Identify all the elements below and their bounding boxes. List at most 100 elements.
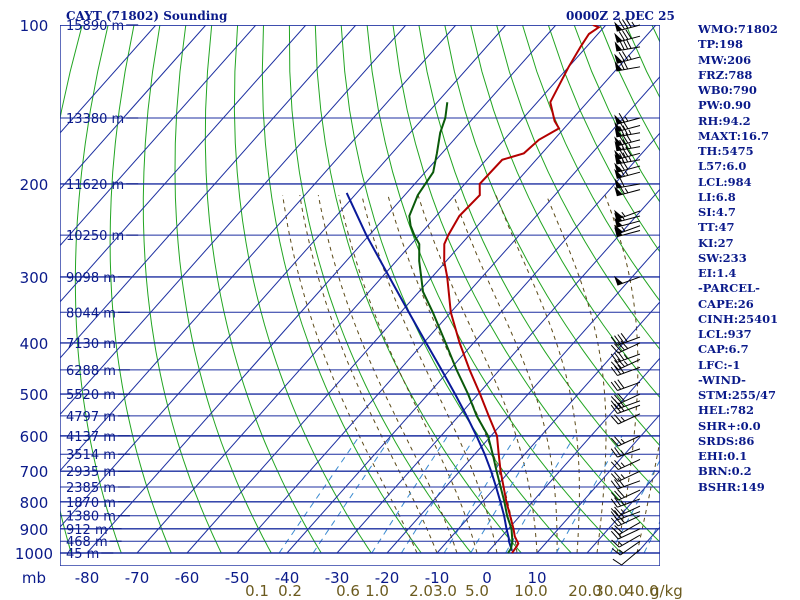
height-label: 9098 m	[66, 271, 116, 286]
wind-barb-feather	[617, 341, 625, 351]
wind-barb-half-feather	[621, 211, 626, 217]
index-item: FRZ:788	[698, 67, 753, 82]
wind-barb-staff	[618, 521, 641, 535]
wind-barb-pennant	[614, 127, 623, 137]
wind-barb-feather	[614, 516, 622, 525]
wind-barb-feather	[622, 139, 629, 150]
height-label: 11620 m	[66, 178, 124, 193]
sounding-profiles	[345, 25, 601, 554]
index-item: TP:198	[698, 37, 744, 52]
wind-barb-feather	[611, 539, 620, 548]
wind-barb	[610, 333, 641, 346]
wind-barb	[610, 379, 641, 391]
index-item: CINH:25401	[698, 311, 779, 326]
wind-barb-feather	[625, 133, 632, 143]
wind-barb-staff	[617, 366, 641, 376]
wind-barb-pennant	[614, 209, 624, 220]
index-item: LI:6.8	[698, 189, 736, 204]
wind-barb-feather	[621, 133, 629, 144]
mixing-ratio-label: 0.2	[278, 582, 302, 600]
index-item: SW:233	[698, 250, 747, 265]
wind-barb-staff	[617, 342, 641, 354]
valid-time: 0000Z 2 DEC 25	[566, 9, 675, 23]
wind-barb-feather	[614, 359, 622, 369]
wind-barb	[614, 177, 641, 189]
wind-barb-feather	[614, 447, 622, 457]
index-item: -PARCEL-	[698, 281, 760, 296]
index-item: TT:47	[698, 220, 735, 235]
moist-adiabat-line	[417, 194, 538, 554]
index-item: BRN:0.2	[698, 464, 752, 479]
moist-adiabat-line	[282, 195, 418, 554]
wind-barb-feather	[614, 490, 622, 500]
isotherm-line	[436, 301, 660, 554]
mixing-ratio-label: 30.0	[594, 582, 627, 600]
pressure-label: 600	[20, 428, 49, 446]
isotherm-line	[286, 132, 660, 554]
wind-barb-staff	[617, 470, 641, 482]
wind-barb	[614, 227, 641, 238]
wind-barb-feather	[610, 473, 619, 482]
temperature-tick-label: -30	[325, 569, 350, 587]
wind-barb	[610, 399, 641, 410]
wind-barb	[610, 358, 641, 371]
background-grid	[0, 25, 660, 566]
wind-barb-staff	[617, 480, 641, 490]
height-label: 468 m	[66, 535, 108, 550]
wind-barb	[610, 528, 641, 540]
temperature-profile-line	[443, 25, 601, 554]
wind-barb	[611, 540, 641, 556]
wind-barb	[610, 497, 641, 508]
mixing-ratio-label: 0.6	[336, 582, 360, 600]
wind-barb-feather	[612, 558, 622, 566]
wind-barb-feather	[619, 125, 625, 136]
pressure-label: 500	[20, 386, 49, 404]
index-item: LFC:-1	[698, 357, 741, 372]
temperature-tick-label: -10	[425, 569, 450, 587]
wind-barb-half-feather	[631, 21, 636, 27]
wind-barb-staff	[617, 336, 641, 346]
mixing-ratio-label: 1.0	[365, 582, 389, 600]
dry-adiabat-line	[0, 25, 5, 553]
wind-barb-half-feather	[623, 360, 629, 366]
wind-barb-half-feather	[628, 156, 632, 162]
height-label: 13380 m	[66, 112, 124, 127]
wind-barb-feather	[621, 19, 629, 29]
wind-barb-feather	[614, 365, 622, 375]
wind-barb	[610, 340, 641, 354]
pressure-label: 1000	[15, 545, 53, 563]
height-label: 3514 m	[66, 448, 116, 463]
wind-barb-staff	[617, 498, 641, 508]
temperature-tick-label: 10	[527, 569, 546, 587]
wind-barb-staff	[617, 353, 641, 363]
index-item: EI:1.4	[698, 266, 737, 280]
wind-barb-feather	[614, 399, 622, 409]
wind-barb-half-feather	[620, 438, 625, 444]
height-label: 1870 m	[66, 496, 116, 511]
wind-barb-feather	[625, 146, 632, 156]
wind-barb	[614, 167, 641, 179]
pressure-label: 700	[20, 463, 49, 481]
height-label: 45 m	[66, 547, 99, 562]
wind-barb-feather	[618, 184, 625, 194]
wind-barb	[614, 209, 641, 220]
wind-barb-feather	[610, 336, 618, 346]
moist-adiabat-line	[636, 437, 660, 554]
wind-barb	[614, 275, 641, 286]
dry-adiabat-line	[142, 25, 222, 554]
wind-barb-staff	[617, 393, 641, 405]
wind-barb-staff	[616, 229, 641, 238]
mixing-ratio-unit: g/kg	[650, 582, 683, 600]
wind-barb-staff	[617, 225, 641, 235]
dry-adiabat-line	[340, 25, 572, 554]
mixing-ratio-label: 5.0	[465, 582, 489, 600]
index-item: CAP:6.7	[698, 342, 749, 357]
index-item: -WIND-	[698, 372, 746, 387]
wind-barb-pennant	[614, 217, 623, 228]
wind-barb-feather	[617, 379, 625, 389]
wind-barb-feather	[610, 415, 619, 425]
wind-barb-feather	[610, 437, 619, 447]
wind-barb-feather	[621, 147, 629, 157]
wind-barb	[614, 59, 641, 72]
mixing-ratio-label: 2.0	[409, 582, 433, 600]
